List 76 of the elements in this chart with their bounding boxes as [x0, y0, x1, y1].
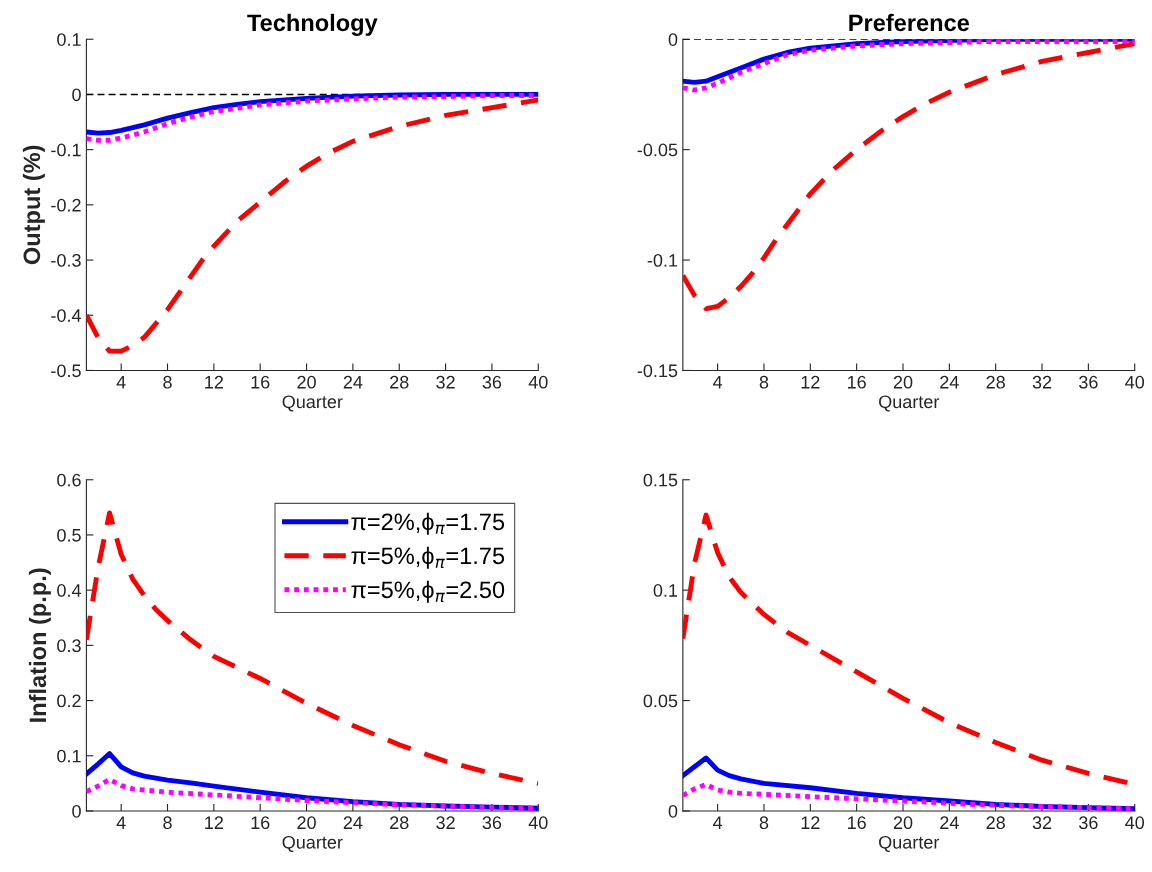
y-tick-label: -0.3 [51, 253, 81, 267]
y-tick-label: 0.6 [57, 473, 81, 487]
y-tick-label: -0.05 [637, 143, 678, 157]
x-tick-label: 32 [1032, 816, 1052, 830]
y-tick-label: 0.1 [57, 33, 81, 46]
y-tick-label: -0.5 [51, 364, 81, 378]
x-tick-label: 24 [343, 816, 363, 829]
line-series [682, 41, 1135, 312]
y-tick-label: 0.2 [57, 694, 81, 708]
x-tick-label: 40 [528, 816, 548, 830]
x-tick-label: 40 [1125, 375, 1145, 389]
y-tick-label: 0 [668, 33, 678, 46]
line-series [86, 510, 539, 786]
x-tick-label: 36 [1079, 816, 1098, 830]
x-tick-label: 12 [801, 816, 820, 829]
legend-label: π=5%,ϕ$_{π}$=2.50 [351, 580, 505, 603]
y-tick-label: 0 [72, 804, 81, 818]
x-tick-label: 4 [116, 375, 126, 389]
x-tick-label: 20 [893, 816, 913, 830]
y-tick-label: -0.1 [647, 253, 678, 267]
x-tick-label: 12 [205, 375, 223, 389]
x-tick-label: 16 [251, 375, 270, 389]
x-tick-label: 20 [297, 375, 316, 389]
legend-label: π=2%,ϕ$_{π}$=1.75 [351, 512, 505, 535]
x-tick-label: 24 [343, 375, 363, 389]
y-tick-label: 0.5 [57, 528, 81, 542]
x-tick-label: 12 [205, 816, 223, 829]
y-tick-label: 0.3 [57, 639, 81, 653]
x-tick-label: 40 [1125, 816, 1145, 830]
x-tick-label: 4 [713, 816, 723, 829]
y-tick-label: -0.1 [51, 143, 81, 157]
y-axis-title: Output (%) [22, 145, 45, 265]
x-tick-label: 12 [801, 375, 820, 389]
x-tick-label: 20 [297, 816, 316, 830]
x-axis-title: Quarter [879, 395, 940, 412]
x-tick-label: 36 [482, 816, 502, 830]
legend-label: π=5%,ϕ$_{π}$=1.75 [351, 546, 505, 569]
y-tick-label: -0.4 [51, 309, 82, 322]
x-tick-label: 8 [163, 375, 172, 389]
x-tick-label: 8 [163, 816, 172, 830]
y-tick-label: 0.4 [57, 584, 82, 597]
x-tick-label: 28 [986, 816, 1005, 830]
x-tick-label: 24 [940, 816, 959, 829]
y-tick-label: 0.1 [653, 584, 678, 597]
x-tick-label: 8 [759, 375, 769, 389]
x-tick-label: 40 [528, 375, 548, 389]
x-axis-title: Quarter [282, 835, 343, 852]
x-tick-label: 32 [436, 375, 455, 389]
x-tick-label: 16 [847, 816, 866, 830]
x-tick-label: 32 [1032, 375, 1052, 389]
x-tick-label: 4 [116, 816, 126, 829]
x-tick-label: 28 [986, 375, 1005, 389]
y-tick-label: -0.2 [51, 198, 81, 212]
y-axis-title: Inflation (p.p.) [28, 568, 51, 722]
x-axis-title: Quarter [282, 395, 343, 412]
y-tick-label: 0.05 [643, 694, 678, 708]
x-tick-label: 24 [940, 375, 959, 389]
x-axis-title: Quarter [879, 835, 940, 852]
x-tick-label: 16 [251, 816, 270, 830]
x-tick-label: 36 [1079, 375, 1098, 389]
x-tick-label: 32 [436, 816, 455, 830]
y-tick-label: 0.1 [57, 749, 81, 763]
x-tick-label: 28 [390, 375, 409, 389]
x-tick-label: 16 [847, 375, 866, 389]
line-series [86, 97, 539, 354]
x-tick-label: 8 [759, 816, 769, 830]
x-tick-label: 20 [893, 375, 913, 389]
x-tick-label: 4 [713, 375, 723, 389]
y-tick-label: 0 [668, 804, 678, 818]
y-tick-label: 0.15 [643, 473, 678, 487]
y-tick-label: 0 [72, 88, 81, 102]
x-tick-label: 36 [482, 375, 502, 389]
y-tick-label: -0.15 [637, 364, 678, 378]
x-tick-label: 28 [390, 816, 409, 830]
chart-title: Preference [849, 13, 970, 32]
chart-title: Technology [247, 13, 378, 36]
